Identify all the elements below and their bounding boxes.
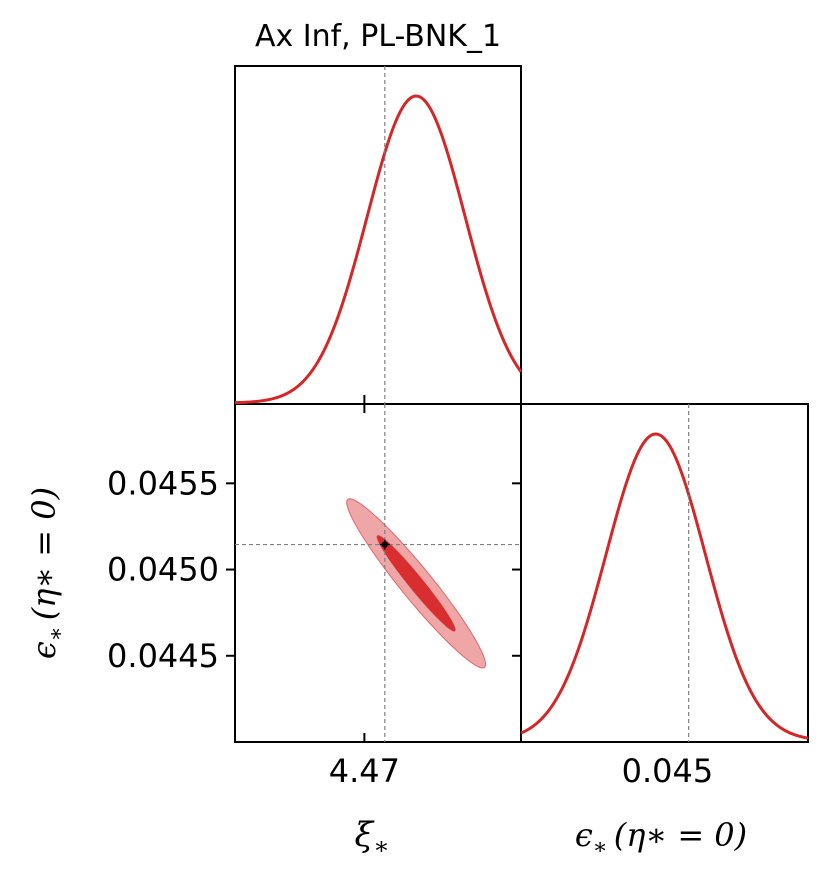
xi-marginal-pdf-curve — [234, 94, 523, 405]
eps-tick-label-0: 0.0445 — [107, 637, 219, 675]
contour-68pct — [376, 535, 456, 632]
chart-title: Ax Inf, PL-BNK_1 — [255, 19, 501, 54]
x-axis-label-xi: ξ∗ — [354, 815, 389, 860]
eps-marginal-panel — [520, 404, 809, 742]
xi-tick-label-0: 4.47 — [329, 752, 400, 790]
y-axis-label-eps: ϵ∗(η∗ = 0) — [25, 487, 69, 659]
eps-marginal-pdf-curve — [520, 432, 809, 740]
eps-x-tick-label-0: 0.045 — [622, 752, 714, 790]
panel-eps-marginal-frame — [520, 403, 809, 743]
xi-marginal-panel — [234, 66, 523, 405]
eps-tick-label-2: 0.0455 — [107, 464, 219, 502]
x-axis-label-eps: ϵ∗ (η∗ = 0) — [575, 816, 747, 860]
panel-2d-frame — [234, 403, 522, 743]
axis-ticks: 4.47 0.0445 0.0450 0.0455 0.045 — [107, 395, 713, 790]
eps-tick-label-1: 0.0450 — [107, 551, 219, 589]
panel-xi-marginal-frame — [234, 65, 522, 405]
joint-posterior-panel — [235, 404, 521, 742]
